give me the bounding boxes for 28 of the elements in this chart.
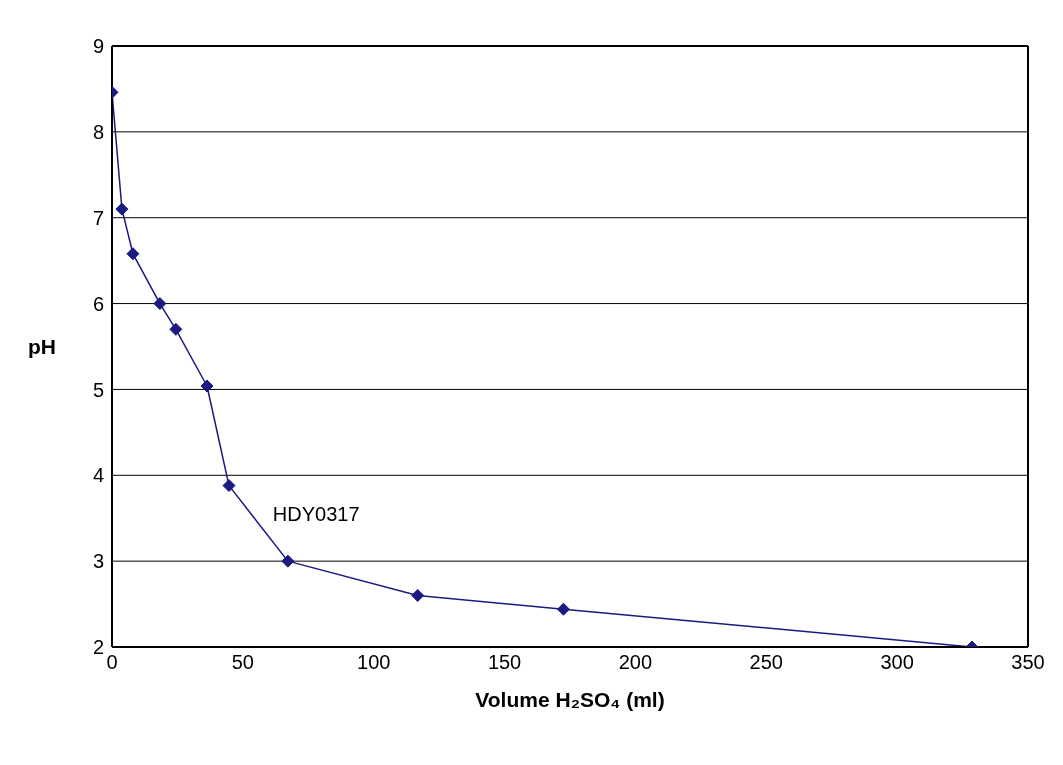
point: [153, 297, 167, 311]
series-label: HDY0317: [272, 503, 360, 526]
y-tick-label: 7: [92, 206, 104, 229]
x-tick-label: 250: [749, 651, 783, 674]
y-tick-label: 5: [92, 378, 104, 401]
y-tick-label: 3: [92, 550, 104, 573]
y-tick-label: 9: [92, 35, 104, 58]
point: [115, 202, 129, 216]
x-tick-label: 300: [880, 651, 914, 674]
point: [556, 602, 570, 616]
point: [169, 322, 183, 336]
x-axis-title: Volume H₂SO₄ (ml): [475, 688, 665, 711]
x-tick-label: 100: [357, 651, 391, 674]
x-tick-label: 200: [618, 651, 653, 674]
y-tick-label: 8: [92, 120, 104, 143]
point: [411, 588, 425, 602]
y-tick-label: 2: [92, 636, 104, 659]
point: [126, 247, 140, 261]
y-tick-label: 6: [92, 292, 104, 315]
y-tick-label: 4: [92, 464, 104, 487]
point: [281, 554, 295, 568]
x-tick-label: 350: [1011, 651, 1045, 674]
point: [200, 379, 214, 393]
x-tick-label: 150: [487, 651, 522, 674]
y-axis-title: pH: [28, 334, 56, 358]
x-tick-label: 0: [106, 651, 118, 674]
x-tick-label: 50: [231, 651, 254, 674]
point: [222, 479, 236, 493]
